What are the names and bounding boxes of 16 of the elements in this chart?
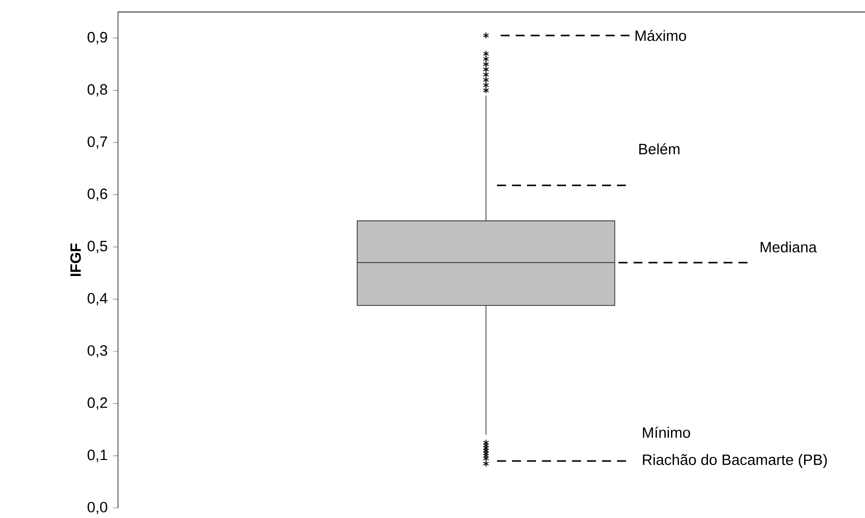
y-tick-label: 0,4 xyxy=(88,292,108,306)
y-tick-label: 0,1 xyxy=(88,450,108,462)
y-tick-label: 0,0 xyxy=(88,502,108,514)
y-tick-label: 0,9 xyxy=(88,32,108,44)
y-tick-label: 0,5 xyxy=(88,240,108,254)
ref-line-label: Riachão do Bacamarte (PB) xyxy=(642,454,827,468)
ref-line-label: Máximo xyxy=(636,30,686,42)
y-tick-label: 0,6 xyxy=(88,188,108,201)
y-tick-label: 0,8 xyxy=(88,84,108,96)
ref-line-label: Belém xyxy=(639,143,680,154)
annotation: Mínimo xyxy=(642,426,690,438)
y-tick-label: 0,3 xyxy=(88,345,108,358)
y-tick-label: 0,2 xyxy=(88,397,108,410)
y-tick-label: 0,7 xyxy=(88,136,108,149)
y-axis-title: IFGF xyxy=(70,244,81,276)
ref-line-label: Mediana xyxy=(760,241,817,252)
